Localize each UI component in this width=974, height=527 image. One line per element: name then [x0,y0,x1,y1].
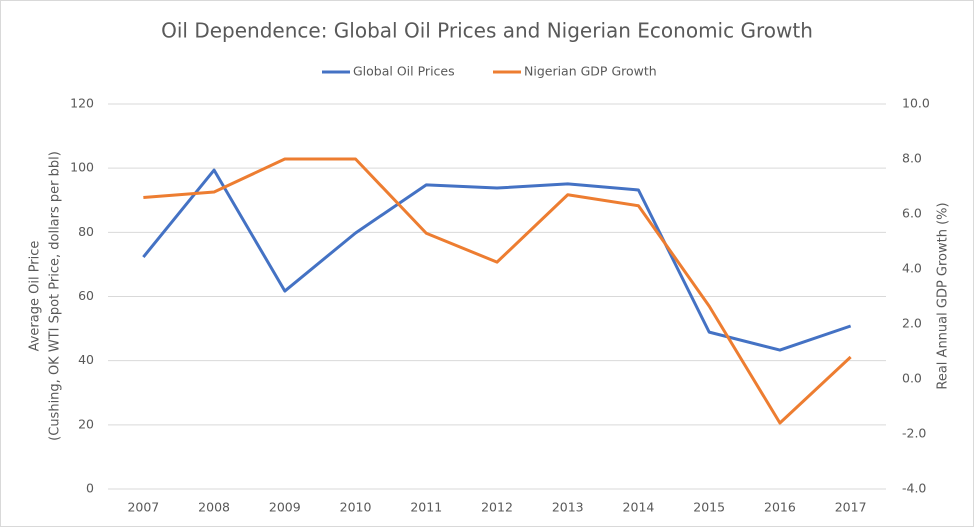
x-tick-label: 2008 [198,500,230,515]
y-tick-label: 120 [70,96,94,111]
y-tick-label: 20 [78,416,94,431]
data-line [143,157,852,425]
x-tick-label: 2011 [410,500,442,515]
x-tick-label: 2016 [764,500,796,515]
data-line [142,168,852,352]
y-axis-title: Average Oil Price [28,241,43,352]
chart-title: Oil Dependence: Global Oil Prices and Ni… [161,19,813,43]
y2-tick-label: -4.0 [902,481,926,496]
y2-axis-title: Real Annual GDP Growth (%) [936,202,951,389]
y-tick-label: 80 [78,224,94,239]
y2-tick-label: 10.0 [902,96,930,111]
y-tick-label: 40 [78,352,94,367]
y2-tick-label: 8.0 [902,151,922,166]
legend-label: Nigerian GDP Growth [524,64,657,79]
y-tick-label: 100 [70,160,94,175]
x-tick-label: 2015 [693,500,725,515]
y-axis-title: (Cushing, OK WTI Spot Price, dollars per… [48,151,63,441]
x-tick-label: 2007 [127,500,159,515]
y2-tick-label: 6.0 [902,206,922,221]
y2-tick-label: 0.0 [902,371,922,386]
y-tick-label: 0 [86,481,94,496]
y2-tick-label: 4.0 [902,261,922,276]
x-tick-label: 2017 [835,500,867,515]
x-tick-label: 2012 [481,500,513,515]
legend-label: Global Oil Prices [353,64,455,79]
y-tick-label: 60 [78,288,94,303]
x-tick-label: 2013 [552,500,584,515]
x-tick-label: 2010 [340,500,372,515]
y2-tick-label: 2.0 [902,316,922,331]
x-tick-label: 2014 [623,500,655,515]
x-tick-label: 2009 [269,500,301,515]
y2-tick-label: -2.0 [902,426,926,441]
